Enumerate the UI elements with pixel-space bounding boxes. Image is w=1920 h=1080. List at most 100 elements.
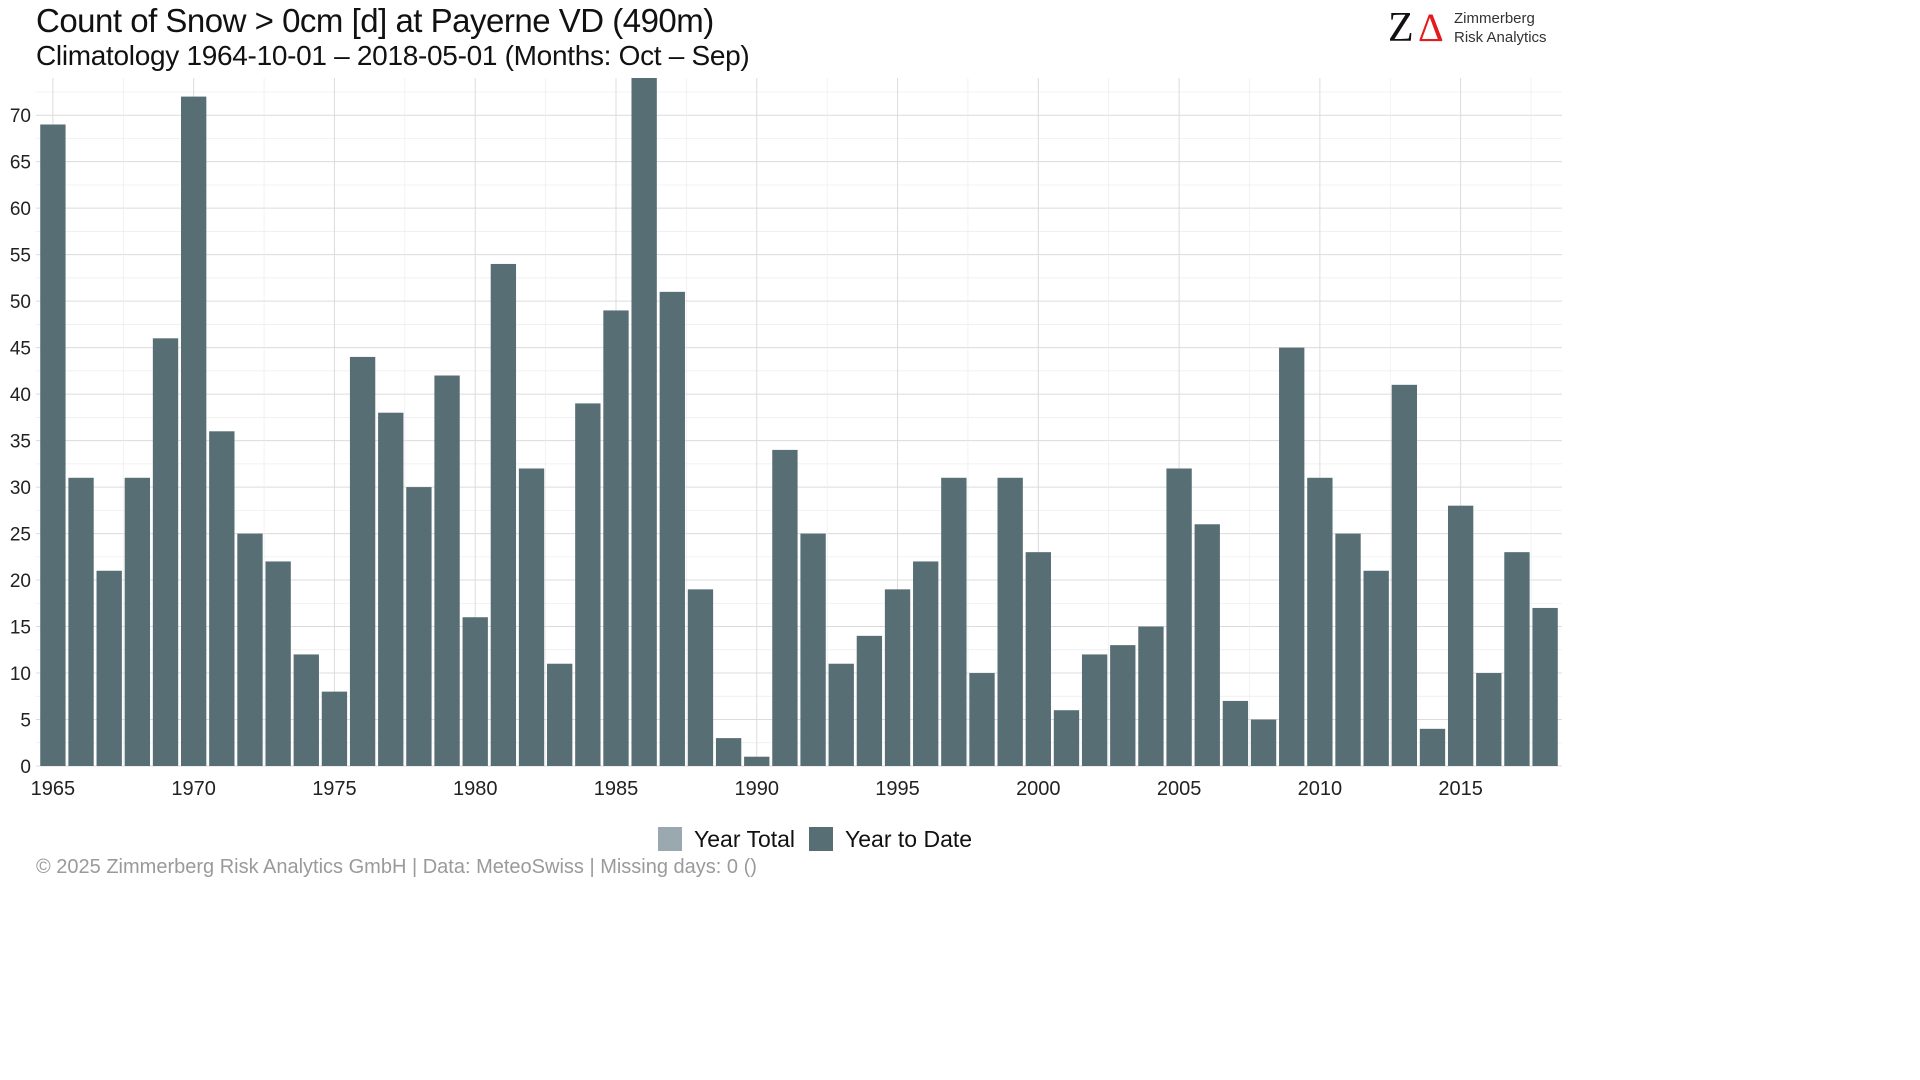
y-tick-label: 55: [10, 246, 31, 267]
y-tick-label: 20: [10, 571, 31, 592]
bar-2008: [1250, 719, 1277, 766]
bar-1979: [434, 375, 460, 766]
bar-1994: [856, 635, 883, 766]
y-tick-labels: 0 5 10 15 20 25 30 35 40 45 50 55 60 65 70: [10, 106, 31, 778]
legend-swatch-year-to-date: [809, 827, 834, 851]
y-tick-label: 50: [10, 292, 31, 313]
x-tick-label: 1965: [31, 778, 76, 800]
logo-mark-z: Z: [1388, 5, 1414, 51]
bar-2005: [1166, 468, 1192, 766]
y-tick-label: 65: [10, 153, 31, 174]
bar-2009: [1279, 347, 1305, 766]
bar-2010: [1307, 477, 1333, 766]
legend-label-year-to-date: Year to Date: [845, 825, 973, 852]
legend-item-year-total: Year Total: [658, 826, 795, 853]
bar-1993: [828, 663, 854, 766]
logo-text-line2: Risk Analytics: [1454, 29, 1547, 46]
bar-1969: [152, 338, 179, 766]
bar-1973: [265, 561, 291, 766]
bar-1984: [575, 403, 601, 766]
legend-item-year-to-date: Year to Date: [809, 826, 972, 853]
bar-1981: [490, 263, 517, 766]
bar-2018: [1532, 607, 1558, 766]
bar-1966: [68, 477, 94, 766]
y-tick-label: 5: [20, 711, 31, 732]
bar-1967: [96, 570, 122, 766]
bar-2016: [1476, 673, 1502, 766]
y-tick-label: 40: [10, 385, 31, 406]
bar-1978: [406, 487, 432, 766]
bar-1965: [40, 124, 66, 766]
x-tick-label: 1995: [875, 778, 920, 800]
chart-title: Count of Snow > 0cm [d] at Payerne VD (4…: [36, 2, 714, 39]
bar-2007: [1222, 700, 1249, 766]
bar-2003: [1110, 645, 1136, 766]
legend: Year Total Year to Date: [658, 826, 986, 852]
logo-mark-delta: Δ: [1418, 5, 1444, 50]
x-tick-label: 2000: [1016, 778, 1061, 800]
bar-2001: [1053, 710, 1080, 766]
legend-swatch-year-total: [658, 827, 682, 851]
bar-1974: [293, 654, 319, 766]
bar-2012: [1363, 570, 1389, 766]
logo-text-line1: Zimmerberg: [1454, 10, 1535, 27]
bar-2015: [1447, 505, 1474, 766]
bar-1991: [772, 449, 798, 766]
bar-1976: [349, 356, 376, 766]
y-tick-label: 10: [10, 664, 31, 685]
bar-1987: [659, 291, 685, 766]
bar-1970: [180, 96, 207, 766]
bar-2011: [1335, 533, 1361, 766]
bar-2006: [1194, 524, 1220, 766]
bar-1971: [209, 431, 235, 766]
bars: [40, 78, 1558, 766]
bar-1982: [518, 468, 545, 766]
bar-2002: [1081, 654, 1108, 766]
x-tick-label: 1990: [735, 778, 780, 800]
legend-label-year-total: Year Total: [694, 825, 796, 852]
bar-1989: [715, 738, 742, 766]
y-tick-label: 25: [10, 525, 31, 546]
bar-1996: [913, 561, 939, 766]
bar-1983: [547, 663, 573, 766]
bar-chart: 0 5 10 15 20 25 30 35 40 45 50 55 60 65 70 1965 1970 197…: [10, 78, 1562, 800]
x-tick-labels: 1965 1970 1975 1980 1985 1990 1995 2000 2005 2010…: [31, 778, 1483, 800]
bar-2004: [1138, 626, 1164, 766]
y-tick-label: 0: [20, 757, 31, 778]
bar-1998: [969, 673, 995, 766]
bar-1972: [237, 533, 263, 766]
grid-lines: [36, 78, 1562, 767]
bar-2014: [1419, 728, 1446, 766]
bar-1999: [997, 477, 1023, 766]
y-tick-label: 15: [10, 618, 31, 639]
bar-1975: [321, 691, 348, 766]
bar-1997: [941, 477, 967, 766]
x-tick-label: 1975: [312, 778, 357, 800]
bar-1985: [603, 310, 629, 766]
x-tick-label: 1985: [594, 778, 639, 800]
bar-1988: [687, 589, 714, 766]
bar-1986: [631, 78, 657, 766]
bar-2017: [1504, 552, 1530, 766]
bar-1980: [462, 617, 488, 766]
y-tick-label: 70: [10, 106, 31, 127]
company-logo: Z Δ Zimmerberg Risk Analytics: [1388, 5, 1558, 51]
bar-1968: [124, 477, 151, 766]
bar-1990: [744, 756, 770, 766]
bar-2013: [1391, 384, 1418, 766]
x-tick-label: 2005: [1157, 778, 1202, 800]
y-tick-label: 45: [10, 339, 31, 360]
x-tick-label: 1970: [171, 778, 216, 800]
y-tick-label: 35: [10, 432, 31, 453]
y-tick-label: 60: [10, 199, 31, 220]
bar-1977: [378, 412, 404, 766]
bar-1995: [884, 589, 911, 766]
x-tick-label: 1980: [453, 778, 498, 800]
x-tick-label: 2015: [1438, 778, 1483, 800]
bar-2000: [1025, 552, 1051, 766]
x-tick-label: 2010: [1298, 778, 1343, 800]
bar-1992: [800, 533, 826, 766]
footer-credit: © 2025 Zimmerberg Risk Analytics GmbH | …: [36, 856, 757, 878]
y-tick-label: 30: [10, 478, 31, 499]
chart-subtitle: Climatology 1964-10-01 – 2018-05-01 (Mon…: [36, 40, 750, 71]
